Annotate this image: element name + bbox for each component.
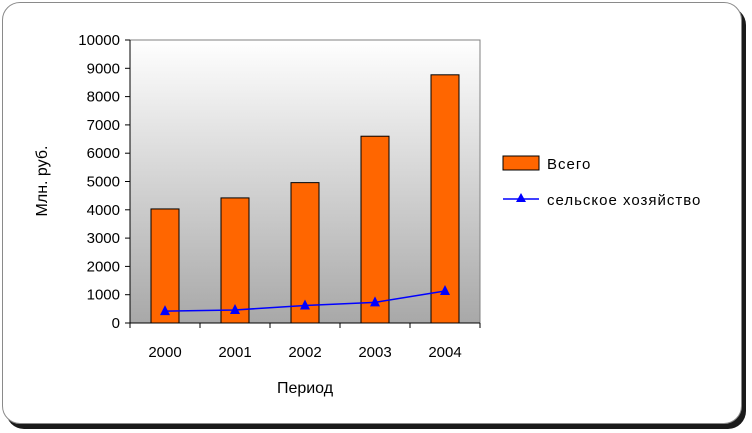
bar-2000 bbox=[150, 208, 180, 324]
y-tick-label: 3000 bbox=[87, 230, 120, 247]
legend-swatch-total bbox=[502, 155, 540, 171]
x-tick-label: 2002 bbox=[288, 344, 321, 361]
point-agriculture-2004 bbox=[440, 285, 450, 296]
point-agriculture-2002 bbox=[300, 299, 310, 310]
point-agriculture-2003 bbox=[370, 296, 380, 307]
y-tick-label: 8000 bbox=[87, 89, 120, 106]
bar-2004 bbox=[430, 74, 460, 324]
legend-label-total: Всего bbox=[547, 156, 591, 173]
x-tick-label: 2003 bbox=[358, 344, 391, 361]
bar-2001 bbox=[220, 197, 250, 324]
y-tick-label: 4000 bbox=[87, 202, 120, 219]
x-axis-title: Период bbox=[277, 380, 334, 397]
y-tick-label: 10000 bbox=[78, 32, 120, 49]
y-tick-label: 0 bbox=[112, 315, 120, 332]
x-tick-label: 2000 bbox=[148, 344, 181, 361]
x-tick-label: 2001 bbox=[218, 344, 251, 361]
y-tick-label: 5000 bbox=[87, 174, 120, 191]
y-tick-label: 9000 bbox=[87, 60, 120, 77]
point-agriculture-2000 bbox=[160, 305, 170, 316]
x-tick-label: 2004 bbox=[428, 344, 461, 361]
point-agriculture-2001 bbox=[230, 303, 240, 314]
y-tick-label: 6000 bbox=[87, 145, 120, 162]
legend-label-agriculture: сельское хозяйство bbox=[547, 192, 701, 209]
y-tick-label: 2000 bbox=[87, 258, 120, 275]
y-tick-label: 1000 bbox=[87, 287, 120, 304]
bar-2003 bbox=[360, 135, 390, 324]
legend-marker-agriculture bbox=[516, 193, 526, 202]
legend: Всего сельское хозяйство bbox=[502, 155, 701, 209]
y-tick-label: 7000 bbox=[87, 117, 120, 134]
y-axis-title: Млн. руб. bbox=[34, 146, 51, 217]
